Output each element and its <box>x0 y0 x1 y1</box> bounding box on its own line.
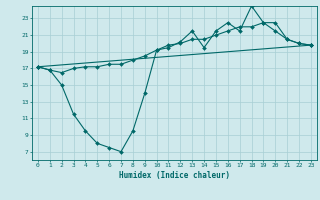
X-axis label: Humidex (Indice chaleur): Humidex (Indice chaleur) <box>119 171 230 180</box>
